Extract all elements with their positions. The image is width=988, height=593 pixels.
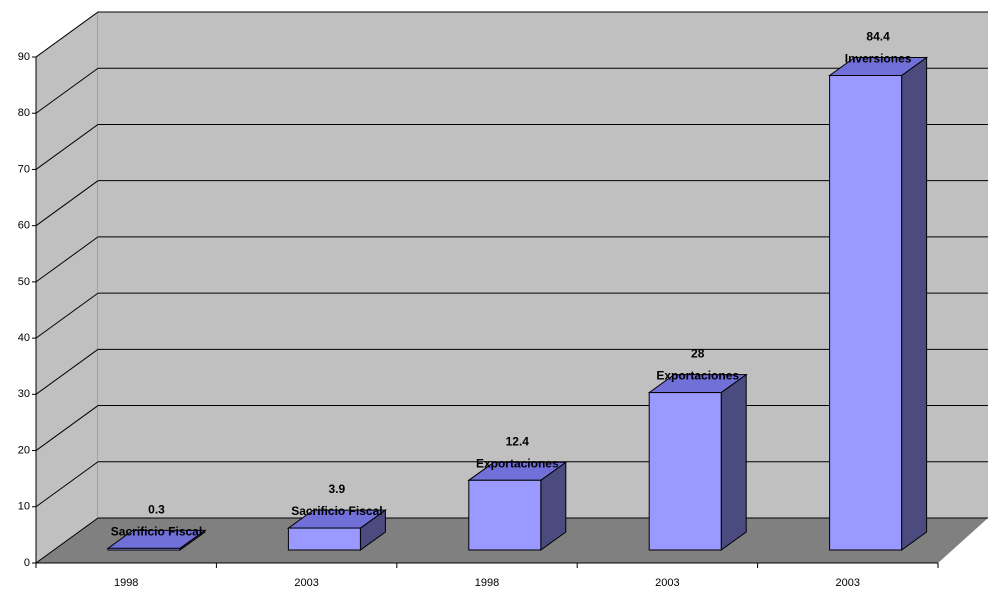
y-tick-label: 60 xyxy=(18,220,30,232)
grid-line xyxy=(35,180,99,227)
x-tick-label: 1998 xyxy=(475,577,499,589)
data-label: 3.9 xyxy=(329,482,346,496)
grid-line xyxy=(35,405,99,451)
y-tick-label: 80 xyxy=(18,107,30,119)
bar-name: Exportaciones xyxy=(656,369,739,383)
grid-line xyxy=(35,292,99,339)
data-label: 84.4 xyxy=(866,30,890,44)
y-tick-label: 40 xyxy=(18,332,30,344)
bar-name: Sacrificio Fiscal xyxy=(111,524,202,538)
data-label: 28 xyxy=(691,347,705,361)
y-tick-label: 0 xyxy=(24,557,30,569)
y-tick-label: 10 xyxy=(18,501,30,513)
y-tick-label: 50 xyxy=(18,276,30,288)
grid-line xyxy=(35,124,99,170)
bar-name: Sacrificio Fiscal xyxy=(291,504,382,518)
grid-line xyxy=(35,11,99,58)
bar xyxy=(829,74,903,551)
bar xyxy=(107,547,181,551)
x-tick-label: 1998 xyxy=(114,577,138,589)
bar-name: Inversiones xyxy=(845,52,912,66)
x-tick-label: 2003 xyxy=(294,577,318,589)
bar xyxy=(287,527,361,551)
bar-name: Exportaciones xyxy=(476,456,559,470)
back-wall xyxy=(98,12,988,518)
grid-line xyxy=(35,67,99,114)
data-label: 0.3 xyxy=(148,502,165,516)
grid-line xyxy=(35,461,99,508)
bar-side xyxy=(901,56,928,551)
grid-line xyxy=(35,348,99,395)
left-wall xyxy=(35,11,99,564)
bar-side xyxy=(720,373,747,551)
grid-line xyxy=(35,236,99,283)
y-tick-label: 70 xyxy=(18,163,30,175)
y-tick-label: 20 xyxy=(18,444,30,456)
y-tick-label: 30 xyxy=(18,388,30,400)
data-label: 12.4 xyxy=(506,434,530,448)
x-tick-label: 2003 xyxy=(836,577,860,589)
x-tick-label: 2003 xyxy=(655,577,679,589)
bar xyxy=(648,392,722,551)
grid-line xyxy=(35,517,99,564)
bar xyxy=(468,479,542,551)
y-tick-label: 90 xyxy=(18,51,30,63)
